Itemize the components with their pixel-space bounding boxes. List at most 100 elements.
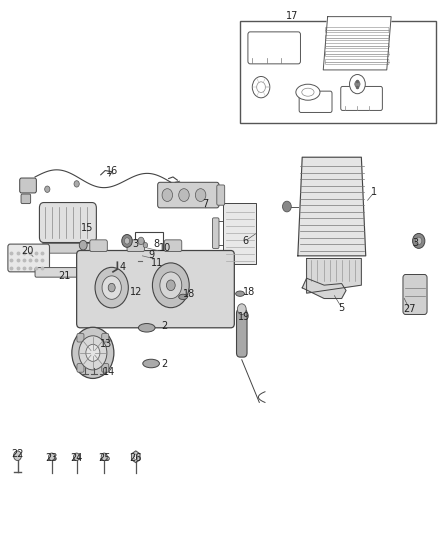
Text: 14: 14 (102, 367, 115, 376)
FancyBboxPatch shape (102, 334, 109, 342)
Circle shape (14, 451, 21, 461)
Text: 25: 25 (98, 454, 110, 463)
Text: 11: 11 (151, 258, 163, 268)
FancyBboxPatch shape (77, 334, 84, 342)
Polygon shape (302, 278, 346, 298)
Text: 19: 19 (238, 312, 251, 322)
Circle shape (101, 453, 107, 461)
FancyBboxPatch shape (20, 178, 36, 193)
Circle shape (79, 240, 87, 250)
Polygon shape (131, 451, 140, 463)
Circle shape (350, 75, 365, 94)
Circle shape (95, 268, 128, 308)
FancyBboxPatch shape (127, 240, 145, 252)
FancyBboxPatch shape (77, 251, 234, 328)
FancyBboxPatch shape (39, 203, 96, 243)
FancyBboxPatch shape (8, 244, 49, 272)
FancyBboxPatch shape (102, 364, 109, 372)
FancyBboxPatch shape (237, 309, 247, 357)
Circle shape (86, 344, 100, 361)
Circle shape (252, 76, 270, 98)
Circle shape (134, 454, 138, 459)
Text: 23: 23 (46, 454, 58, 463)
Text: 26: 26 (130, 454, 142, 463)
FancyBboxPatch shape (325, 51, 389, 56)
Text: 4: 4 (120, 262, 126, 271)
Ellipse shape (236, 291, 244, 296)
FancyBboxPatch shape (42, 244, 94, 253)
FancyBboxPatch shape (21, 194, 31, 204)
FancyBboxPatch shape (212, 218, 219, 248)
FancyBboxPatch shape (299, 91, 332, 112)
Text: 9: 9 (148, 250, 154, 260)
Text: 2: 2 (161, 359, 167, 368)
FancyBboxPatch shape (35, 268, 83, 277)
Circle shape (283, 201, 291, 212)
Text: 18: 18 (183, 289, 195, 299)
Text: 3: 3 (132, 239, 138, 249)
FancyBboxPatch shape (90, 240, 107, 252)
Text: 21: 21 (59, 271, 71, 280)
Circle shape (72, 327, 114, 378)
Polygon shape (323, 17, 391, 70)
Ellipse shape (302, 88, 314, 96)
Text: 10: 10 (159, 243, 172, 253)
Circle shape (138, 237, 144, 245)
Circle shape (49, 453, 55, 461)
Text: 3: 3 (412, 238, 418, 247)
Circle shape (237, 304, 246, 314)
Circle shape (74, 181, 79, 187)
Circle shape (257, 82, 265, 92)
Text: 24: 24 (71, 454, 83, 463)
Circle shape (74, 453, 80, 461)
Text: 7: 7 (202, 199, 208, 208)
Text: 2: 2 (161, 321, 167, 331)
Circle shape (102, 276, 121, 300)
Text: 13: 13 (100, 339, 112, 349)
FancyBboxPatch shape (403, 274, 427, 314)
Circle shape (124, 238, 130, 244)
Text: 18: 18 (243, 287, 255, 296)
Ellipse shape (138, 324, 155, 332)
Text: 20: 20 (21, 246, 33, 255)
Circle shape (413, 233, 425, 248)
FancyBboxPatch shape (77, 364, 84, 372)
FancyBboxPatch shape (158, 182, 219, 208)
Text: 22: 22 (11, 449, 24, 459)
FancyBboxPatch shape (164, 240, 182, 252)
Circle shape (162, 189, 173, 201)
Text: 12: 12 (130, 287, 142, 296)
Circle shape (195, 189, 206, 201)
Text: 16: 16 (106, 166, 118, 175)
Circle shape (45, 186, 50, 192)
Bar (223, 203, 256, 264)
Circle shape (122, 235, 132, 247)
FancyBboxPatch shape (325, 35, 389, 41)
Circle shape (160, 272, 182, 298)
Ellipse shape (143, 359, 159, 368)
Circle shape (152, 263, 189, 308)
Text: 5: 5 (339, 303, 345, 312)
FancyBboxPatch shape (325, 43, 389, 49)
FancyBboxPatch shape (325, 27, 389, 33)
FancyBboxPatch shape (325, 59, 389, 64)
FancyBboxPatch shape (248, 32, 300, 64)
Circle shape (143, 243, 148, 248)
Circle shape (355, 81, 360, 87)
Ellipse shape (296, 84, 320, 100)
Text: 15: 15 (81, 223, 93, 233)
Circle shape (179, 189, 189, 201)
Circle shape (108, 284, 115, 292)
Polygon shape (298, 157, 366, 256)
Text: 8: 8 (154, 239, 160, 248)
Circle shape (166, 280, 175, 290)
Text: 27: 27 (403, 304, 416, 314)
Polygon shape (307, 259, 361, 293)
Circle shape (112, 271, 116, 276)
Circle shape (416, 237, 422, 245)
Bar (240, 21, 436, 123)
Text: 6: 6 (242, 236, 248, 246)
Circle shape (79, 336, 107, 370)
FancyBboxPatch shape (217, 185, 225, 205)
Text: 1: 1 (371, 187, 378, 197)
